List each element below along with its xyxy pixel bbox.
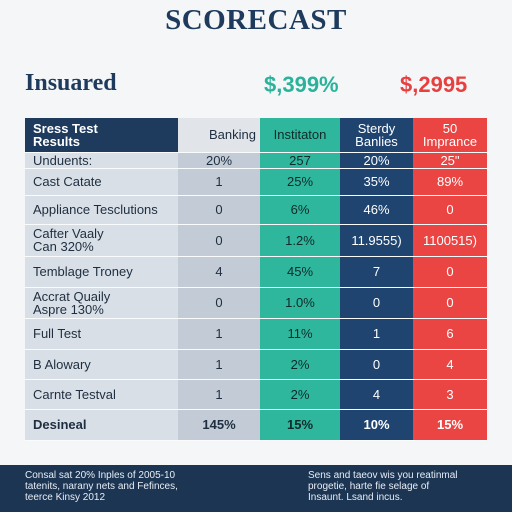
row-label: Accrat Quaily Aspre 130% [25,287,178,319]
cell-value: 6% [260,195,340,225]
cell-value: 4 [340,379,413,410]
cell-value: 0 [413,195,487,225]
cell-value: 1 [178,318,260,350]
cell-value: 1 [178,349,260,380]
column-header: Sress Test Results [25,118,178,153]
cell-value: 1.2% [260,224,340,257]
row-label: Desineal [25,409,178,441]
table-row: Full Test 1 11% 1 6 [25,318,487,350]
header-row: Sress Test Results Banking Institaton Sterd… [25,118,487,153]
footer: Consal sat 20% Inples of 2005-10 tatenit… [0,465,512,512]
cell-value: 0 [413,256,487,288]
cell-value: 20% [178,152,260,169]
cell-value: 1 [340,318,413,350]
table-row: Cafter Vaaly Can 320% 0 1.2% 11.9555) 110051… [25,224,487,257]
summary-label: Insuared [25,70,117,96]
row-label: Carnte Testval [25,379,178,410]
column-header: Institaton [260,118,340,153]
cell-value: 11.9555) [340,224,413,257]
cell-value: 4 [413,349,487,380]
table-row: Temblage Troney 4 45% 7 0 [25,256,487,288]
cell-value: 20% [340,152,413,169]
column-header: Banking [178,118,260,153]
cell-value: 15% [413,409,487,441]
row-label: Cast Catate [25,168,178,196]
cell-value: 7 [340,256,413,288]
table-row: Unduents: 20% 257 20% 25" [25,152,487,169]
cell-value: 6 [413,318,487,350]
cell-value: 46% [340,195,413,225]
cell-value: 1 [178,379,260,410]
cell-value: 1100515) [413,224,487,257]
table-row: Cast Catate 1 25% 35% 89% [25,168,487,196]
cell-value: 257 [260,152,340,169]
cell-value: 0 [340,349,413,380]
cell-value: 1 [178,168,260,196]
cell-value: 4 [178,256,260,288]
title: SCORECAST [165,4,347,36]
cell-value: 0 [340,287,413,319]
table-row: B Alowary 1 2% 0 4 [25,349,487,380]
cell-value: 15% [260,409,340,441]
cell-value: 11% [260,318,340,350]
row-label: Appliance Tesclutions [25,195,178,225]
cell-value: 145% [178,409,260,441]
cell-value: 2% [260,379,340,410]
cell-value: 2% [260,349,340,380]
cell-value: 45% [260,256,340,288]
footer-note: Consal sat 20% Inples of 2005-10 tatenit… [25,470,178,503]
table-row: Appliance Tesclutions 0 6% 46% 0 [25,195,487,225]
cell-value: 35% [340,168,413,196]
cell-value: 25% [260,168,340,196]
row-label: Temblage Troney [25,256,178,288]
cell-value: 0 [178,287,260,319]
row-label: B Alowary [25,349,178,380]
cell-value: 89% [413,168,487,196]
score-table: Sress Test Results Banking Institaton Sterd… [25,118,487,441]
column-header: Sterdy Banlies [340,118,413,153]
cell-value: 10% [340,409,413,441]
table-row: Accrat Quaily Aspre 130% 0 1.0% 0 0 [25,287,487,319]
table-row: Desineal 145% 15% 10% 15% [25,409,487,441]
cell-value: 3 [413,379,487,410]
table-row: Carnte Testval 1 2% 4 3 [25,379,487,410]
summary-value: $,399% [264,72,339,97]
footer-note: Sens and taeov wis you reatinmal progeti… [308,470,458,503]
cell-value: 0 [178,195,260,225]
cell-value: 1.0% [260,287,340,319]
summary-value: $,2995 [400,72,468,97]
cell-value: 25" [413,152,487,169]
cell-value: 0 [178,224,260,257]
row-label: Cafter Vaaly Can 320% [25,224,178,257]
cell-value: 0 [413,287,487,319]
row-label: Full Test [25,318,178,350]
row-label: Unduents: [25,152,178,169]
column-header: 50 Imprance [413,118,487,153]
